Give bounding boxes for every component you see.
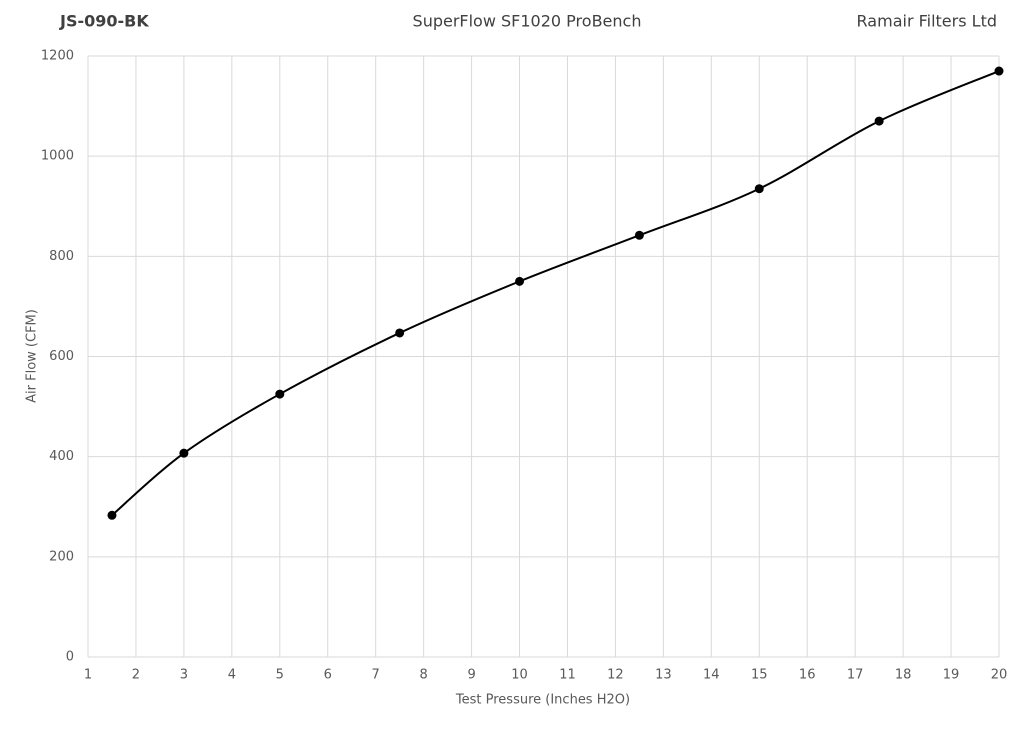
x-tick-label: 13: [655, 668, 672, 683]
data-point: [874, 116, 884, 126]
y-tick-label: 400: [49, 449, 74, 464]
data-point: [994, 66, 1004, 76]
x-tick-label: 19: [943, 668, 960, 683]
data-point: [754, 184, 764, 194]
x-tick-label: 2: [132, 668, 140, 683]
x-tick-label: 20: [991, 668, 1008, 683]
data-line: [111, 70, 1000, 517]
x-tick-label: 14: [703, 668, 720, 683]
data-point: [515, 276, 525, 286]
x-tick-label: 12: [607, 668, 624, 683]
header-left: JS-090-BK: [59, 12, 149, 31]
x-tick-label: 11: [559, 668, 576, 683]
x-tick-label: 18: [895, 668, 912, 683]
data-point: [275, 389, 285, 399]
x-tick-label: 6: [324, 668, 332, 683]
y-axis-label: Air Flow (CFM): [25, 309, 40, 403]
x-tick-label: 8: [419, 668, 427, 683]
x-tick-label: 16: [799, 668, 816, 683]
y-tick-label: 200: [49, 549, 74, 564]
x-tick-label: 5: [276, 668, 284, 683]
data-point: [107, 510, 117, 520]
x-tick-label: 3: [180, 668, 188, 683]
data-point: [179, 448, 189, 458]
y-tick-label: 0: [66, 650, 74, 665]
y-tick-label: 600: [49, 349, 74, 364]
chart-title: SuperFlow SF1020 ProBench: [413, 12, 642, 31]
data-point: [395, 328, 405, 338]
x-axis-label: Test Pressure (Inches H2O): [455, 693, 630, 708]
y-tick-label: 1200: [41, 49, 74, 64]
y-tick-label: 800: [49, 249, 74, 264]
data-point: [634, 230, 644, 240]
x-tick-label: 9: [467, 668, 475, 683]
x-tick-label: 15: [751, 668, 768, 683]
x-tick-label: 17: [847, 668, 864, 683]
y-tick-label: 1000: [41, 149, 74, 164]
x-tick-label: 10: [511, 668, 528, 683]
x-tick-label: 7: [372, 668, 380, 683]
x-tick-label: 1: [84, 668, 92, 683]
header-right: Ramair Filters Ltd: [857, 12, 997, 31]
x-tick-label: 4: [228, 668, 236, 683]
